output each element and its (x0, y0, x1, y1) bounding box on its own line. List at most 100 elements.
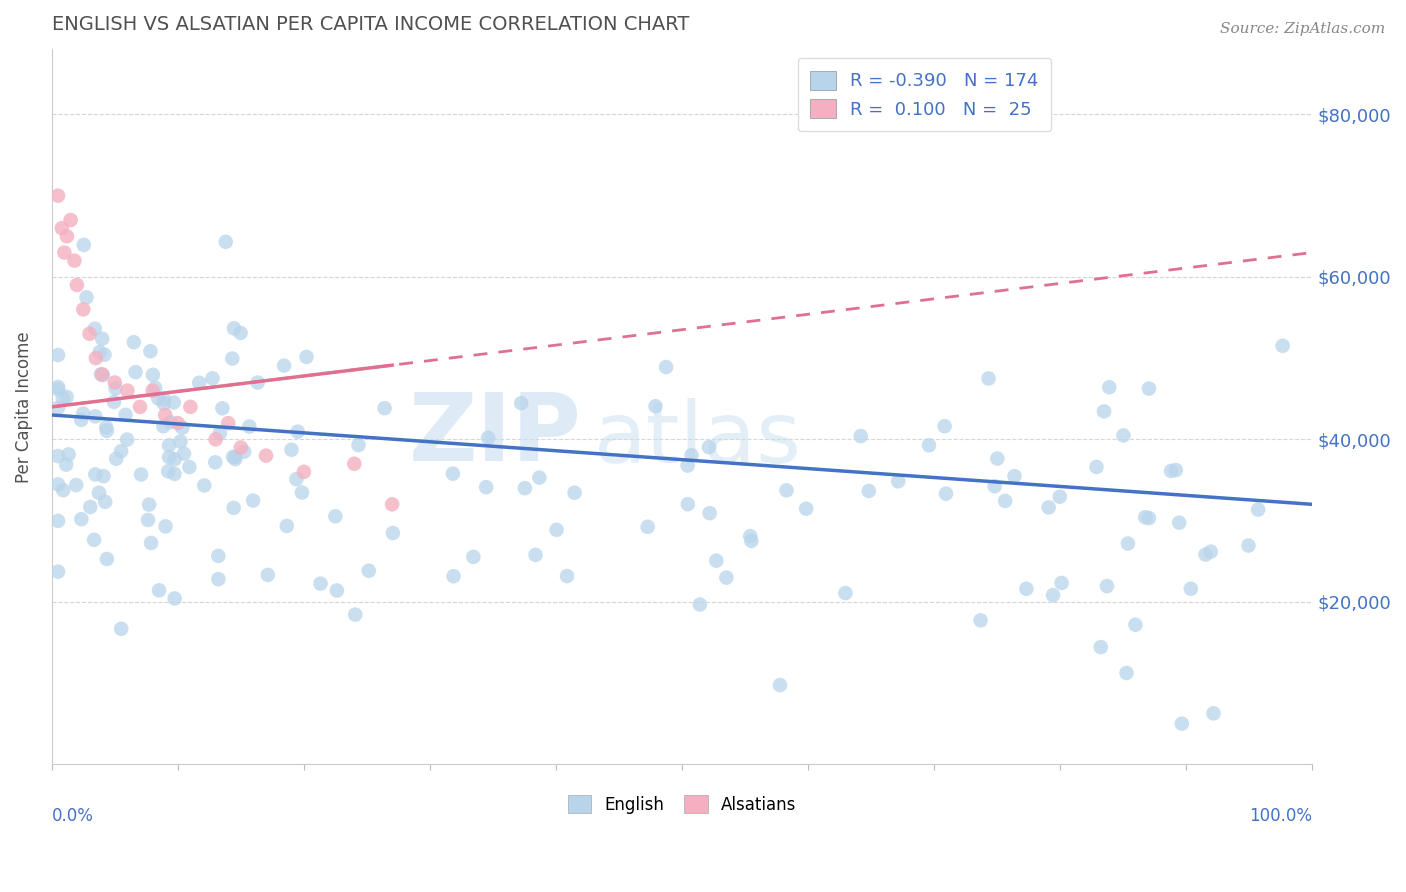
Point (1004, 469, 1026, 483)
Point (46, 449, 69, 463)
Point (681, 448, 703, 462)
Point (159, 415, 181, 429)
Point (1090, 640, 1112, 654)
Point (1116, 536, 1139, 550)
Point (179, 460, 201, 475)
Point (564, 485, 586, 500)
Point (207, 572, 229, 586)
Point (56, 229, 79, 244)
Point (441, 467, 464, 481)
Text: ZIP: ZIP (408, 390, 581, 482)
Point (740, 529, 762, 543)
Point (994, 494, 1017, 508)
Point (222, 500, 245, 515)
Point (148, 391, 170, 405)
Point (46, 477, 69, 491)
Point (104, 376, 127, 390)
Point (1042, 588, 1064, 602)
Point (173, 447, 195, 461)
Point (129, 467, 152, 482)
Point (157, 464, 180, 478)
Point (58, 447, 80, 461)
Point (374, 401, 396, 416)
Point (276, 519, 298, 533)
Point (849, 429, 872, 443)
Point (510, 396, 533, 410)
Point (676, 458, 699, 473)
Point (139, 536, 162, 550)
Point (103, 395, 125, 409)
Point (52, 483, 75, 497)
Point (740, 534, 762, 549)
Point (96, 552, 118, 566)
Point (117, 384, 139, 398)
Point (52, 391, 75, 405)
Point (716, 571, 738, 585)
Point (1237, 539, 1260, 553)
Point (73, 238, 96, 252)
Point (143, 381, 166, 395)
Point (1115, 665, 1137, 680)
Point (172, 421, 194, 435)
Point (72, 407, 94, 421)
Point (53, 245, 76, 260)
Point (129, 400, 152, 414)
Point (513, 481, 536, 495)
Point (94, 495, 117, 509)
Point (84, 409, 107, 424)
Point (193, 478, 215, 492)
Point (157, 438, 180, 452)
Text: 0.0%: 0.0% (52, 807, 94, 825)
Point (834, 586, 856, 600)
Point (90, 368, 112, 382)
Point (84, 467, 107, 482)
Point (89, 345, 111, 359)
Point (201, 371, 224, 385)
Point (224, 450, 246, 464)
Point (343, 457, 366, 471)
Point (93, 348, 115, 362)
Point (46, 383, 69, 397)
Point (280, 442, 302, 457)
Point (136, 513, 159, 527)
Point (794, 501, 817, 516)
Point (169, 434, 191, 449)
Point (91, 368, 114, 382)
Point (87, 485, 110, 500)
Point (935, 486, 957, 500)
Point (63, 253, 86, 268)
Point (46, 188, 69, 202)
Point (1160, 464, 1182, 478)
Point (381, 526, 404, 541)
Text: 100.0%: 100.0% (1250, 807, 1312, 825)
Point (1171, 716, 1194, 731)
Point (91, 368, 114, 382)
Point (221, 351, 243, 366)
Point (1194, 548, 1216, 562)
Point (344, 607, 367, 622)
Point (70, 512, 93, 526)
Y-axis label: Per Capita Income: Per Capita Income (15, 331, 32, 483)
Point (887, 475, 910, 489)
Point (704, 553, 727, 567)
Point (1202, 706, 1225, 721)
Point (697, 440, 720, 454)
Point (79, 500, 101, 514)
Point (238, 419, 260, 434)
Point (83, 533, 105, 547)
Point (153, 392, 176, 407)
Point (139, 344, 162, 359)
Point (188, 376, 211, 390)
Point (217, 416, 239, 430)
Point (775, 483, 797, 498)
Point (46, 401, 69, 415)
Text: ENGLISH VS ALSATIAN PER CAPITA INCOME CORRELATION CHART: ENGLISH VS ALSATIAN PER CAPITA INCOME CO… (52, 15, 689, 34)
Point (769, 678, 792, 692)
Point (918, 438, 941, 452)
Point (655, 360, 678, 375)
Point (163, 467, 186, 481)
Point (157, 450, 180, 465)
Point (524, 548, 547, 562)
Point (207, 549, 229, 563)
Point (148, 583, 170, 598)
